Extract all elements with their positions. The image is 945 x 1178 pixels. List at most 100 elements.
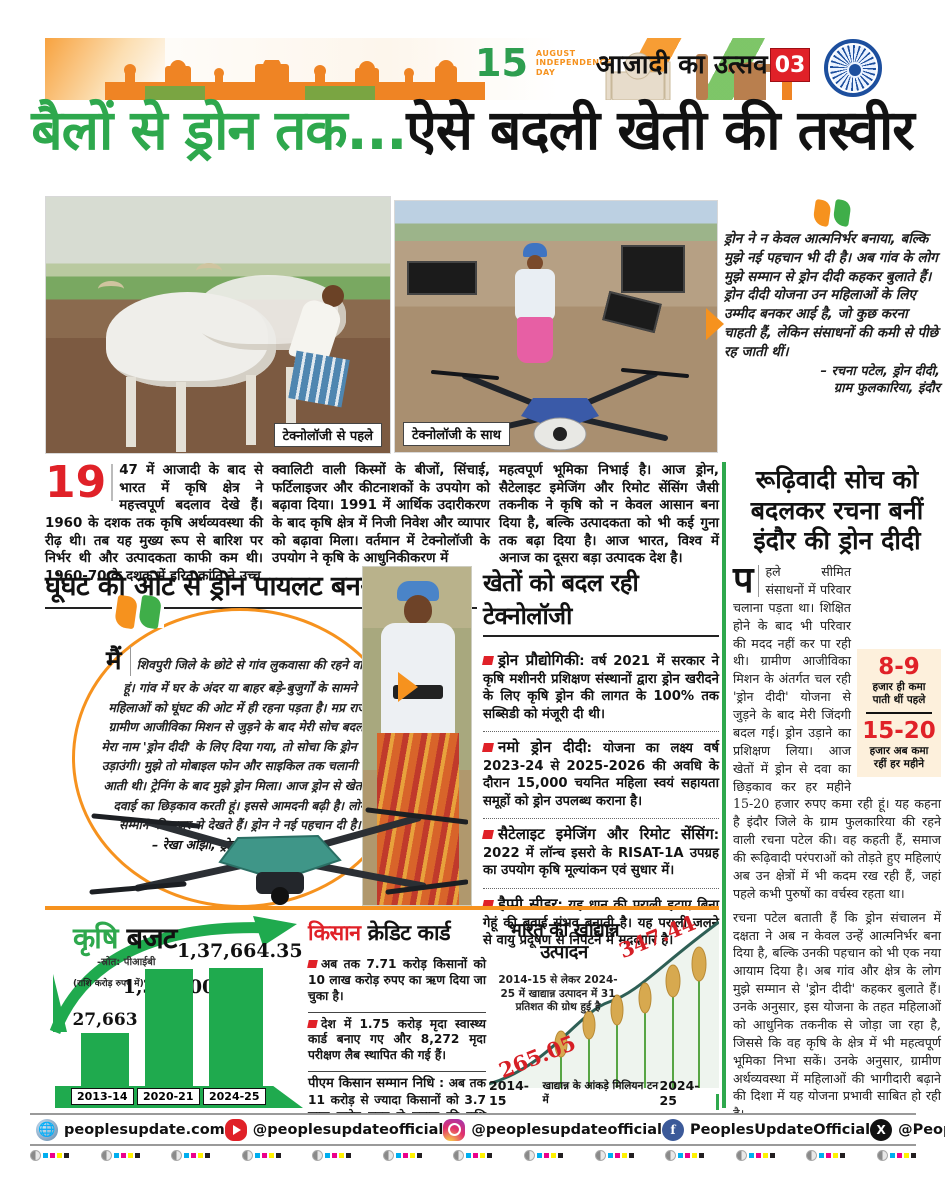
technology-heading: खेतों को बदल रही टेक्नोलॉजी: [483, 566, 719, 637]
foodgrain-axis: 2014-15 खाद्यान्न के आंकड़े मिलियन टन मे…: [489, 1078, 713, 1108]
footer-bar: 🌐 peoplesupdate.com @peoplesupdateoffici…: [30, 1113, 945, 1146]
dropcap-1947: 19: [45, 460, 114, 505]
monuments-graphic-left: [105, 60, 485, 100]
red-bullet-icon: [482, 830, 494, 840]
red-bullet-icon: [482, 743, 494, 753]
red-bullet-icon: [482, 656, 494, 665]
tech-item-text: : योजना का लक्ष्य वर्ष 2023-24 से 2025-2…: [483, 741, 720, 809]
independence-day-logo: 15 AUGUST INDEPENDENCE DAY आजादी का उत्स…: [475, 44, 768, 82]
intro-text-1: 47 में आजादी के बाद से भारत में कृषि क्ष…: [45, 463, 263, 585]
ghunghat-section-heading: घूंघट की ओट से ड्रोन पायलट बनने तक: [45, 566, 477, 609]
stat-divider: [866, 712, 932, 715]
page-number: 03: [770, 48, 810, 82]
horn-graphic: [196, 263, 222, 279]
print-registration-marks: [30, 1150, 916, 1161]
leg-graphic: [176, 382, 186, 452]
drone-didi-graphic: [513, 243, 557, 363]
section-divider: [45, 906, 719, 910]
intro-text-3: महत्वपूर्ण भूमिका निभाई है। आज ड्रोन, सै…: [499, 463, 719, 567]
tech-item-namo-drone-didi: नमो ड्रोन दीदी: योजना का लक्ष्य वर्ष 202…: [482, 732, 720, 820]
headline-green: बैलों से ड्रोन तक...: [31, 98, 407, 162]
budget-chart-title: कृषि बजट: [73, 918, 178, 957]
footer-instagram-handle: @peoplesupdateofficial: [471, 1121, 662, 1138]
red-bullet-icon: [307, 1019, 318, 1028]
rachna-paragraph-2: रचना पटेल बताती हैं कि ड्रोन संचालन में …: [733, 909, 941, 1122]
rachna-story-body: 8-9 हजार ही कमा पाती थीं पहले 15-20 हजार…: [733, 562, 941, 1121]
foodgrain-title: भारत का खाद्यान्न उत्पादन: [508, 920, 620, 964]
photo-caption-before: टेक्नोलॉजी से पहले: [273, 423, 382, 447]
pm-kisan-title: पीएम किसान सम्मान निधि: [308, 1076, 435, 1092]
photo-teal-drone: [88, 788, 469, 906]
budget-title-green: कृषि: [73, 921, 119, 955]
budget-unit-note: (राशि करोड़ रुपए में): [73, 979, 144, 989]
kcc-title-black: क्रेडिट कार्ड: [360, 921, 451, 946]
circle-pointer-triangle: [398, 672, 418, 702]
earnings-stat-box: 8-9 हजार ही कमा पाती थीं पहले 15-20 हजार…: [857, 649, 941, 778]
foodgrain-green-tick: [716, 1094, 719, 1110]
budget-bar-2024: [209, 968, 263, 1086]
attribution-line: – रचना पटेल, ड्रोन दीदी,: [820, 364, 940, 380]
leg-graphic: [286, 367, 296, 437]
quote-pointer-triangle: [706, 308, 724, 340]
footer-instagram[interactable]: @peoplesupdateofficial: [443, 1118, 662, 1141]
rachna-paragraph-1: हले सीमित संसाधनों में परिवार चलाना पड़त…: [733, 564, 941, 901]
footer-youtube[interactable]: @peoplesupdateofficial: [224, 1118, 444, 1141]
tech-item-title: नमो ड्रोन दीदी: [498, 738, 587, 757]
main-headline: बैलों से ड्रोन तक...ऐसे बदली खेती की तस्…: [0, 100, 945, 161]
photo-drone-field: टेक्नोलॉजी के साथ: [394, 200, 718, 453]
leg-graphic: [126, 377, 136, 447]
leg-graphic: [246, 375, 256, 445]
tech-item-title: सैटेलाइट इमेजिंग और रिमोट सेंसिंग: [498, 825, 714, 844]
budget-title-black: बजट: [126, 921, 178, 955]
kcc-item-loan: अब तक 7.71 करोड़ किसानों को 10 लाख करोड़…: [307, 953, 486, 1013]
budget-bar-2013: [81, 1033, 129, 1086]
instagram-icon: [443, 1118, 466, 1141]
tech-item-drone: ड्रोन प्रौद्योगिकी: वर्ष 2021 में सरकार …: [482, 645, 719, 733]
footer-youtube-handle: @peoplesupdateofficial: [252, 1121, 444, 1138]
equipment-crate-graphic: [407, 261, 477, 295]
quote-marks-icon: [112, 594, 164, 630]
kcc-item-soil-card: देश में 1.75 करोड़ मृदा स्वास्थ्य कार्ड …: [307, 1013, 486, 1073]
headline-black: ऐसे बदली खेती की तस्वीर: [406, 98, 914, 162]
stat-value-before: 8-9: [878, 654, 920, 680]
globe-icon: 🌐: [36, 1118, 58, 1141]
foodgrain-year-start: 2014-15: [489, 1078, 529, 1108]
tech-item-text: : वर्ष 2021 में सरकार ने कृषि मशीनरी प्र…: [483, 654, 719, 722]
equipment-crate-graphic: [621, 245, 685, 293]
kcc-item-text: अब तक 7.71 करोड़ किसानों को 10 लाख करोड़…: [308, 957, 486, 1003]
footer-website-text: peoplesupdate.com: [64, 1121, 225, 1138]
tech-item-title: हैप्पी सीडर: [498, 894, 558, 913]
budget-year-2013: 2013-14: [71, 1088, 134, 1105]
footer-facebook-handle: PeoplesUpdateOfficial: [689, 1121, 871, 1138]
rachna-story-heading: रूढ़िवादी सोच को बदलकर रचना बनीं इंदौर क…: [750, 465, 924, 555]
x-icon: X: [870, 1118, 893, 1141]
budget-year-2024: 2024-25: [203, 1088, 266, 1105]
budget-source: -स्रोत: पीआईबी: [97, 957, 156, 968]
facebook-icon: f: [661, 1118, 684, 1141]
logo-15-number: 15: [475, 41, 528, 85]
lead-quote-attribution: – रचना पटेल, ड्रोन दीदी, ग्राम फुलकारिया…: [724, 364, 940, 398]
intro-column-1: 19 47 में आजादी के बाद से भारत में कृषि …: [45, 460, 263, 586]
footer-website[interactable]: 🌐 peoplesupdate.com: [36, 1118, 225, 1141]
tech-item-satellite: सैटेलाइट इमेजिंग और रिमोट सेंसिंग: 2022 …: [482, 819, 719, 889]
footer-facebook[interactable]: f PeoplesUpdateOfficial: [661, 1118, 871, 1141]
horn-graphic: [98, 281, 124, 297]
masthead-banner: 15 AUGUST INDEPENDENCE DAY आजादी का उत्स…: [45, 38, 900, 100]
attribution-line: ग्राम फुलकारिया, इंदौर: [833, 381, 940, 397]
footer-x-handle: @PeoplesUpdate: [898, 1121, 945, 1138]
budget-year-2020: 2020-21: [137, 1088, 200, 1105]
footer-x[interactable]: X @PeoplesUpdate: [870, 1118, 945, 1141]
agri-drone-graphic: [431, 368, 689, 451]
farmer-graphic: [322, 285, 344, 307]
stat-value-after: 15-20: [862, 718, 936, 745]
budget-bar-2020: [145, 969, 193, 1086]
photo-bullock-plough: टेक्नोलॉजी से पहले: [45, 196, 391, 454]
quote-marks-icon: [724, 199, 940, 227]
tech-item-title: ड्रोन प्रौद्योगिकी: [498, 651, 580, 669]
growth-arrow-graphic: [49, 916, 297, 1034]
kcc-title: किसान क्रेडिट कार्ड: [308, 918, 486, 947]
red-bullet-icon: [307, 960, 318, 968]
tech-item-text: : 2022 में लॉन्च इसरो के RISAT-1A उपग्रह…: [483, 828, 719, 879]
technology-section: खेतों को बदल रही टेक्नोलॉजी ड्रोन प्रौद्…: [482, 566, 720, 957]
